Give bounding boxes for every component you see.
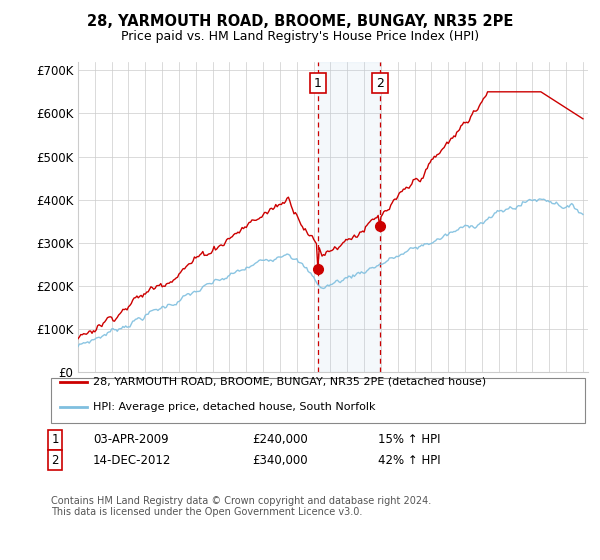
Text: 28, YARMOUTH ROAD, BROOME, BUNGAY, NR35 2PE (detached house): 28, YARMOUTH ROAD, BROOME, BUNGAY, NR35 … [93,377,486,387]
Text: 28, YARMOUTH ROAD, BROOME, BUNGAY, NR35 2PE: 28, YARMOUTH ROAD, BROOME, BUNGAY, NR35 … [87,14,513,29]
Text: £240,000: £240,000 [252,433,308,446]
Text: 1: 1 [314,77,322,90]
Text: 15% ↑ HPI: 15% ↑ HPI [378,433,440,446]
Text: 03-APR-2009: 03-APR-2009 [93,433,169,446]
Text: 1: 1 [52,433,59,446]
Bar [318,62,380,372]
Text: 2: 2 [376,77,384,90]
Text: £340,000: £340,000 [252,454,308,467]
Text: 14-DEC-2012: 14-DEC-2012 [93,454,172,467]
Text: 42% ↑ HPI: 42% ↑ HPI [378,454,440,467]
Text: HPI: Average price, detached house, South Norfolk: HPI: Average price, detached house, Sout… [93,402,376,412]
Text: 2: 2 [52,454,59,467]
Text: Contains HM Land Registry data © Crown copyright and database right 2024.
This d: Contains HM Land Registry data © Crown c… [51,496,431,517]
Text: Price paid vs. HM Land Registry's House Price Index (HPI): Price paid vs. HM Land Registry's House … [121,30,479,43]
